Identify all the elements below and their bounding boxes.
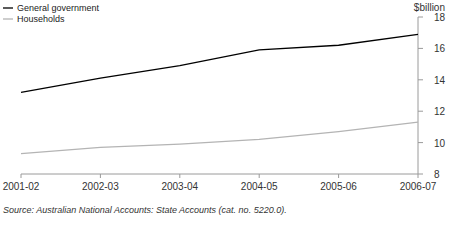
- y-tick-label: 8: [434, 169, 440, 180]
- y-tick: [418, 17, 423, 18]
- y-tick: [418, 111, 423, 112]
- y-tick: [418, 174, 423, 175]
- x-tick-label: 2005-06: [320, 181, 357, 192]
- x-tick-label: 2004-05: [241, 181, 278, 192]
- plot-lines: [21, 34, 418, 153]
- x-axis-line: [21, 174, 418, 175]
- y-tick: [418, 79, 423, 80]
- series-line: [21, 34, 418, 92]
- x-tick: [259, 174, 260, 178]
- y-tick-label: 16: [434, 43, 446, 54]
- x-tick: [338, 174, 339, 178]
- y-tick-label: 10: [434, 138, 446, 149]
- y-tick: [418, 142, 423, 143]
- x-tick: [179, 174, 180, 178]
- chart-svg: 8 10 12 14 16 18$billion 2001-02 2002-03 2003-04…: [0, 0, 454, 227]
- y-tick-label: 14: [434, 75, 446, 86]
- y-axis-line: [418, 17, 419, 174]
- legend-label: Households: [17, 14, 65, 24]
- series-line: [21, 122, 418, 153]
- x-tick-label: 2006-07: [400, 181, 437, 192]
- legend-label: General government: [17, 3, 100, 13]
- x-tick: [418, 174, 419, 178]
- y-tick-label: 12: [434, 106, 446, 117]
- x-tick: [100, 174, 101, 178]
- y-tick: [418, 48, 423, 49]
- chart-container: 8 10 12 14 16 18$billion 2001-02 2002-03 2003-04…: [0, 0, 454, 227]
- legend-swatch: [3, 7, 13, 8]
- x-tick-label: 2003-04: [161, 181, 198, 192]
- y-axis-label: $billion: [414, 2, 445, 13]
- x-tick: [21, 174, 22, 178]
- y-tick-label: 18: [434, 12, 446, 23]
- legend-swatch: [3, 18, 13, 19]
- source-note: Source: Australian National Accounts: St…: [3, 205, 287, 215]
- x-tick-label: 2001-02: [3, 181, 40, 192]
- x-tick-label: 2002-03: [82, 181, 119, 192]
